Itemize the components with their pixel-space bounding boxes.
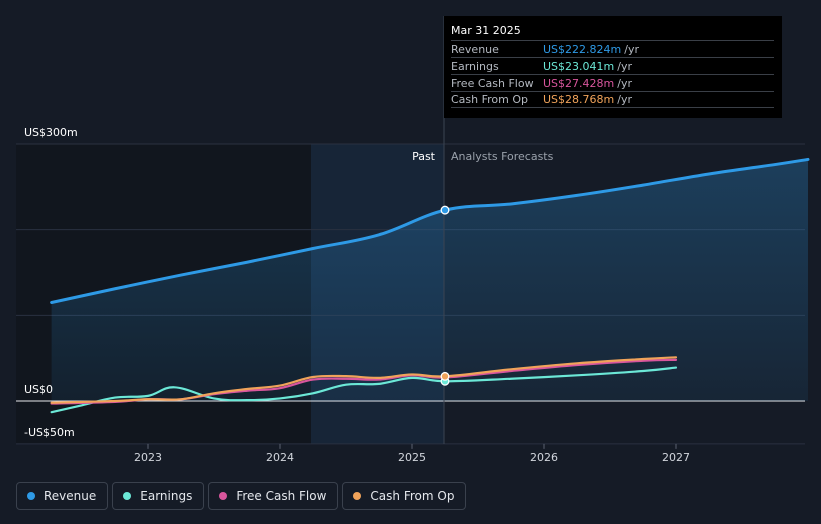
revenue-area bbox=[51, 159, 808, 401]
revenue-area bbox=[51, 159, 808, 401]
revenue-marker bbox=[440, 205, 450, 215]
legend-item-free-cash-flow[interactable]: Free Cash Flow bbox=[208, 482, 339, 510]
y-label-neg50: -US$50m bbox=[24, 426, 75, 439]
tooltip-value: US$23.041m bbox=[543, 59, 615, 73]
hover-markers bbox=[440, 205, 450, 386]
y-label-300: US$300m bbox=[24, 126, 78, 139]
x-axis-ticks: 2023 2024 2025 2026 2027 bbox=[134, 443, 690, 464]
x-tick-label: 2025 bbox=[398, 451, 426, 464]
forecast-label: Analysts Forecasts bbox=[451, 150, 554, 163]
cash-from-op-marker bbox=[440, 371, 450, 381]
tooltip-unit: /yr bbox=[617, 59, 632, 73]
tooltip-name: Earnings bbox=[451, 59, 499, 73]
x-tick-label: 2023 bbox=[134, 451, 162, 464]
tooltip: Mar 31 2025 Revenue US$222.824m /yr Earn… bbox=[444, 16, 782, 118]
tooltip-row-revenue: Revenue US$222.824m /yr bbox=[451, 40, 774, 57]
past-label: Past bbox=[412, 150, 436, 163]
legend-dot-icon bbox=[219, 492, 228, 500]
earnings-line bbox=[50, 366, 678, 414]
tooltip-name: Cash From Op bbox=[451, 93, 529, 106]
legend-label: Earnings bbox=[140, 489, 193, 503]
legend-label: Free Cash Flow bbox=[236, 489, 327, 503]
legend-dot-icon bbox=[27, 492, 35, 500]
tooltip-value: US$27.428m bbox=[543, 76, 615, 90]
legend-dot-icon bbox=[353, 492, 362, 500]
legend-item-cash-from-op[interactable]: Cash From Op bbox=[342, 482, 467, 510]
legend-label: Revenue bbox=[44, 489, 97, 503]
legend-dot-icon bbox=[123, 492, 132, 500]
tooltip-value: US$222.824m bbox=[543, 42, 622, 56]
cash-from-op-line bbox=[50, 356, 678, 404]
x-tick-label: 2024 bbox=[266, 451, 294, 464]
x-tick-label: 2027 bbox=[662, 451, 690, 464]
y-label-0: US$0 bbox=[24, 383, 53, 396]
legend-item-revenue[interactable]: Revenue bbox=[16, 482, 109, 510]
tooltip-value: US$28.768m bbox=[543, 93, 615, 106]
legend: Revenue Earnings Free Cash Flow Cash Fro… bbox=[16, 482, 467, 510]
tooltip-unit: /yr bbox=[624, 42, 639, 56]
tooltip-name: Free Cash Flow bbox=[451, 76, 534, 90]
tooltip-row-free-cash-flow: Free Cash Flow US$27.428m /yr bbox=[451, 74, 774, 91]
tooltip-row-cash-from-op: Cash From Op US$28.768m /yr bbox=[451, 91, 774, 108]
x-tick-label: 2026 bbox=[530, 451, 558, 464]
legend-label: Cash From Op bbox=[370, 489, 455, 503]
tooltip-name: Revenue bbox=[451, 42, 499, 56]
tooltip-unit: /yr bbox=[617, 76, 632, 90]
legend-item-earnings[interactable]: Earnings bbox=[112, 482, 205, 510]
tooltip-row-earnings: Earnings US$23.041m /yr bbox=[451, 57, 774, 74]
tooltip-unit: /yr bbox=[617, 93, 632, 106]
tooltip-date: Mar 31 2025 bbox=[451, 24, 521, 37]
